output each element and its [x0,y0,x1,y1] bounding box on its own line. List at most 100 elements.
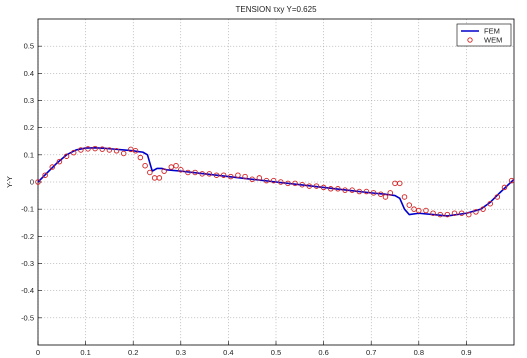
data-point-wem [466,211,472,218]
data-point-wem [120,150,127,157]
x-tick-label: 0.6 [318,348,328,357]
data-point-wem [63,153,70,159]
data-point-wem [401,194,408,200]
x-tick-label: 0.2 [128,348,138,357]
data-point-wem [42,172,48,178]
data-point-wem [423,207,429,214]
y-tick-label: 0.2 [24,123,34,132]
data-point-wem [161,168,167,174]
data-point-wem [185,169,191,176]
data-point-wem [377,191,384,197]
data-point-wem [306,183,313,189]
data-point-wem [228,173,234,180]
x-tick-label: 0.9 [461,348,471,357]
data-point-wem [349,187,355,193]
x-tick-label: 0.5 [271,348,281,357]
data-point-wem [451,210,458,216]
y-tick-label: 0.1 [24,150,34,159]
y-tick-label: 0.5 [24,42,34,51]
y-tick-label: 0.4 [24,69,34,78]
data-point-wem [113,148,120,154]
y-tick-label: 0.3 [24,96,34,105]
data-point-wem [458,210,465,216]
data-point-wem [363,188,370,195]
data-point-wem [213,172,220,178]
legend-wem-swatch [467,37,473,43]
y-tick-label: 0 [30,178,34,187]
x-tick-label: 0.4 [223,348,233,357]
data-point-wem [494,194,501,200]
data-point-wem [501,184,508,191]
data-point-wem [335,186,341,192]
data-point-wem [151,175,158,181]
data-point-wem [437,211,443,218]
y-tick-label: -0.4 [21,286,34,295]
data-point-wem [299,181,305,188]
data-point-wem [178,167,184,173]
legend-box [456,23,512,47]
data-point-wem [220,172,227,178]
x-tick-label: 0.7 [366,348,376,357]
data-point-wem [416,207,422,214]
axis-ticks: 0 0.1 0.2 0.3 0.4 0.5 0.6 0.7 0.8 0.9 0.5 0.4 0.3 0.2… [21,42,472,357]
data-point-wem [249,176,255,183]
data-point-wem [56,158,63,165]
data-point-wem [397,180,403,187]
chart-title: TENSION τxy Y=0.625 [235,5,317,14]
data-point-wem [199,171,205,177]
data-point-wem [132,148,139,154]
data-point-wem [342,187,348,193]
data-point-wem [173,162,179,169]
data-point-wem [35,179,41,185]
data-point-wem [387,190,393,196]
data-point-wem [444,211,451,218]
data-point-wem [430,210,436,216]
data-point-wem [206,171,213,177]
data-point-wem [85,146,91,152]
data-point-wem [106,147,113,153]
data-point-wem [128,146,134,153]
data-point-wem [270,177,277,184]
data-point-wem [142,162,148,169]
legend: FEM WEM [456,23,512,47]
data-point-wem [99,146,106,152]
legend-wem-label: WEM [484,36,502,45]
data-point-wem [320,184,327,191]
data-point-wem [278,179,284,185]
data-point-wem [508,177,515,184]
x-tick-label: 0 [36,348,40,357]
y-tick-label: -0.1 [21,205,34,214]
data-point-wem [263,177,270,184]
data-point-wem [406,202,413,208]
y-tick-label: -0.5 [21,313,34,322]
data-point-wem [313,183,320,189]
data-point-wem [473,209,479,215]
data-point-wem [327,186,334,192]
data-point-wem [168,164,175,170]
data-point-wem [235,172,241,178]
data-point-wem [370,190,377,196]
data-point-wem [487,200,493,207]
series [35,145,515,218]
data-point-wem [78,147,84,153]
data-point-wem [356,188,363,195]
data-point-wem [480,206,486,212]
data-point-wem [382,194,389,200]
data-point-wem [285,180,291,187]
data-point-wem [192,169,198,176]
y-tick-label: -0.2 [21,232,34,241]
data-point-wem [156,175,163,181]
data-point-wem [137,154,144,161]
data-point-wem [147,169,153,176]
x-tick-label: 0.8 [414,348,424,357]
data-point-wem [411,206,417,212]
y-tick-label: -0.3 [21,259,34,268]
data-point-wem [256,175,263,181]
data-point-wem [70,149,77,156]
x-tick-label: 0.1 [80,348,90,357]
data-point-wem [292,180,298,187]
data-point-wem [92,145,98,152]
legend-fem-label: FEM [484,27,500,36]
x-tick-label: 0.3 [176,348,186,357]
